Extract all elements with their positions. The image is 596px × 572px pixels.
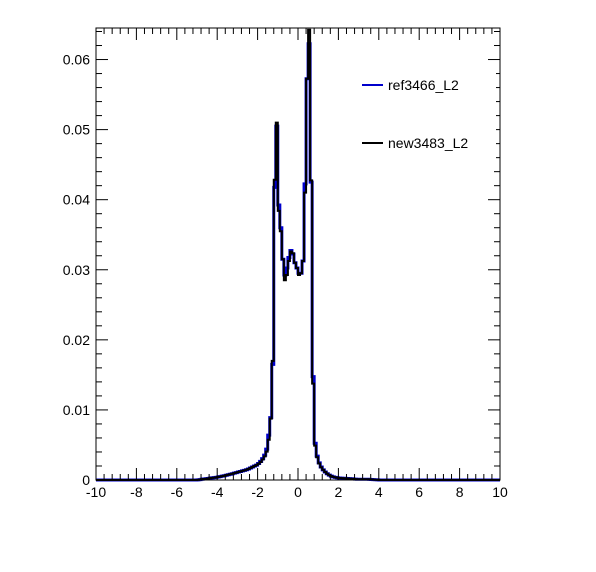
- x-tick-label: 4: [375, 484, 383, 500]
- y-tick-label: 0.01: [63, 402, 90, 418]
- x-tick-label: 2: [335, 484, 343, 500]
- x-tick-label: 6: [415, 484, 423, 500]
- legend-label-ref3466: ref3466_L2: [388, 77, 459, 93]
- x-tick-label: 8: [456, 484, 464, 500]
- x-tick-label: 0: [294, 484, 302, 500]
- y-tick-label: 0.04: [63, 192, 90, 208]
- legend-label-new3483: new3483_L2: [388, 135, 468, 151]
- legend-box: [358, 62, 496, 168]
- x-tick-label: 10: [492, 484, 508, 500]
- x-tick-label: -4: [211, 484, 224, 500]
- y-tick-label: 0.06: [63, 52, 90, 68]
- y-tick-label: 0: [82, 472, 90, 488]
- y-tick-label: 0.02: [63, 332, 90, 348]
- x-tick-label: -10: [86, 484, 106, 500]
- y-tick-label: 0.05: [63, 122, 90, 138]
- x-tick-label: -2: [251, 484, 264, 500]
- x-tick-label: -8: [130, 484, 143, 500]
- y-tick-label: 0.03: [63, 262, 90, 278]
- x-tick-label: -6: [171, 484, 184, 500]
- legend: ref3466_L2 new3483_L2: [358, 62, 496, 168]
